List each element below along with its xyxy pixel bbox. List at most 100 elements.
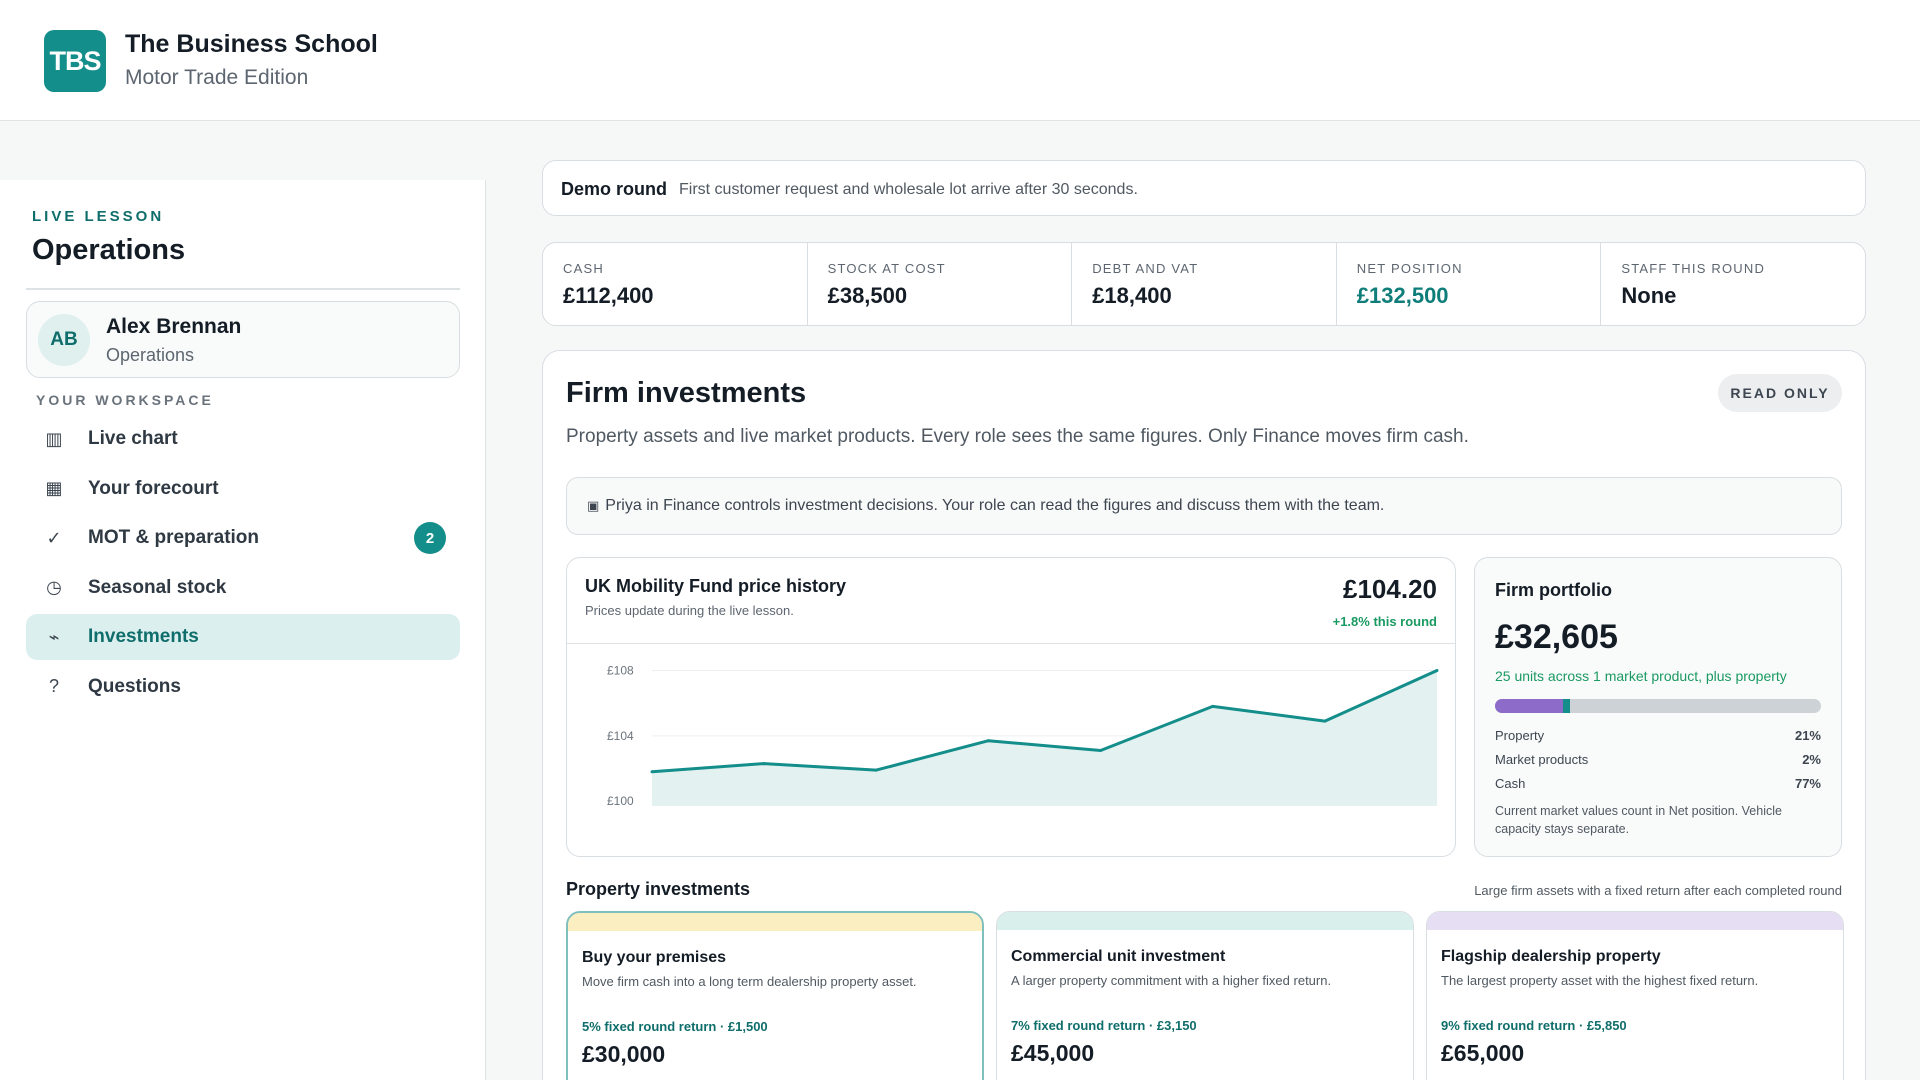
portfolio-subtitle: 25 units across 1 market product, plus p… bbox=[1495, 668, 1787, 684]
property-price: £30,000 bbox=[582, 1041, 666, 1067]
sidebar-item-label: Seasonal stock bbox=[88, 576, 227, 598]
sidebar-item-investments[interactable]: ⌁ Investments bbox=[26, 614, 460, 660]
firm-investments-panel: Firm investments READ ONLY Property asse… bbox=[542, 350, 1866, 1080]
property-card-commercial-unit-investment[interactable]: Commercial unit investment A larger prope… bbox=[996, 911, 1414, 1080]
data-point bbox=[1099, 749, 1103, 753]
allocation-label: Property bbox=[1495, 728, 1545, 743]
price-history-chart-card: UK Mobility Fund price history Prices up… bbox=[566, 557, 1456, 857]
data-point bbox=[1323, 719, 1327, 723]
allocation-row-property: Property 21% bbox=[1495, 728, 1821, 743]
user-name: Alex Brennan bbox=[106, 315, 242, 338]
stat-label: DEBT AND VAT bbox=[1092, 261, 1199, 276]
section-title: Operations bbox=[32, 234, 186, 266]
series-area bbox=[652, 670, 1437, 806]
live-lesson-label: LIVE LESSON bbox=[32, 208, 165, 225]
firm-portfolio-card: Firm portfolio £32,605 25 units across 1… bbox=[1474, 557, 1842, 857]
trend-icon: ⌁ bbox=[48, 626, 60, 647]
sidebar-item-mot-preparation[interactable]: ✓ MOT & preparation 2 bbox=[26, 515, 460, 561]
allocation-label: Market products bbox=[1495, 752, 1589, 767]
property-name: Commercial unit investment bbox=[1011, 948, 1226, 965]
stat-debt-and-vat: DEBT AND VAT £18,400 bbox=[1072, 243, 1337, 325]
workspace-label: YOUR WORKSPACE bbox=[36, 392, 214, 408]
property-return: 9% fixed round return · £5,850 bbox=[1441, 1018, 1627, 1033]
property-card-flagship-dealership-property[interactable]: Flagship dealership property The largest … bbox=[1426, 911, 1844, 1080]
property-description: A larger property commitment with a high… bbox=[1011, 973, 1332, 988]
stat-stock-at-cost: STOCK AT COST £38,500 bbox=[808, 243, 1073, 325]
chart-title: UK Mobility Fund price history bbox=[585, 576, 847, 596]
sidebar-item-seasonal-stock[interactable]: ◷ Seasonal stock bbox=[26, 565, 460, 611]
stat-label: STAFF THIS ROUND bbox=[1621, 261, 1766, 276]
demo-round-text: First customer request and wholesale lot… bbox=[679, 181, 1138, 198]
allocation-segment-property bbox=[1495, 699, 1564, 713]
stat-value: £38,500 bbox=[827, 283, 908, 308]
grid-icon: ▦ bbox=[45, 478, 63, 498]
portfolio-value: £32,605 bbox=[1495, 618, 1618, 656]
sidebar-item-label: Your forecourt bbox=[88, 477, 219, 499]
sidebar-item-your-forecourt[interactable]: ▦ Your forecourt bbox=[26, 466, 460, 512]
demo-round-banner: Demo round First customer request and wh… bbox=[542, 160, 1866, 216]
data-point bbox=[1435, 669, 1439, 673]
divider bbox=[26, 288, 460, 290]
stat-label: CASH bbox=[563, 261, 604, 276]
current-price: £104.20 bbox=[1343, 574, 1437, 604]
check-icon: ✓ bbox=[46, 527, 62, 548]
sidebar-item-label: Questions bbox=[88, 675, 181, 697]
property-investments-note: Large firm assets with a fixed return af… bbox=[1474, 883, 1842, 898]
top-bar: TBS The Business School Motor Trade Edit… bbox=[0, 0, 1920, 121]
stats-bar: CASH £112,400 STOCK AT COST £38,500 DEBT AND… bbox=[542, 242, 1866, 326]
stat-value: £18,400 bbox=[1092, 283, 1172, 308]
sidebar-item-label: Investments bbox=[88, 626, 199, 647]
stat-staff-this-round: STAFF THIS ROUND None bbox=[1601, 243, 1865, 325]
panel-description: Property assets and live market products… bbox=[566, 426, 1469, 447]
clock-icon: ◷ bbox=[46, 577, 62, 597]
data-point bbox=[1211, 704, 1215, 708]
finance-notice: ▣ Priya in Finance controls investment d… bbox=[566, 477, 1842, 535]
property-description: The largest property asset with the high… bbox=[1441, 973, 1759, 988]
data-point bbox=[650, 770, 654, 774]
allocation-percent: 21% bbox=[1794, 728, 1821, 743]
property-card-buy-your-premises[interactable]: Buy your premises Move firm cash into a l… bbox=[566, 911, 984, 1080]
sidebar-nav: ▥ Live chart ▦ Your forecourt ✓ MOT & prepara… bbox=[26, 416, 460, 713]
sidebar: LIVE LESSON Operations AB Alex Brennan O… bbox=[0, 180, 486, 1080]
card-accent-strip bbox=[568, 913, 982, 931]
allocation-row-cash: Cash 77% bbox=[1495, 776, 1821, 791]
stat-value: £112,400 bbox=[563, 283, 654, 308]
card-accent-strip bbox=[1427, 912, 1843, 930]
demo-round-title: Demo round bbox=[561, 179, 667, 199]
brand-logo[interactable]: TBS bbox=[44, 30, 106, 92]
allocation-row-market-products: Market products 2% bbox=[1495, 752, 1821, 767]
stat-cash: CASH £112,400 bbox=[543, 243, 808, 325]
card-accent-strip bbox=[997, 912, 1413, 930]
y-tick-label: £108 bbox=[607, 664, 634, 678]
brand-title: The Business School bbox=[125, 30, 378, 58]
question-icon: ? bbox=[48, 676, 59, 696]
y-tick-label: £104 bbox=[607, 729, 634, 743]
portfolio-title: Firm portfolio bbox=[1495, 580, 1612, 600]
stat-value: None bbox=[1621, 283, 1677, 308]
user-role: Operations bbox=[106, 345, 195, 365]
read-only-badge: READ ONLY bbox=[1718, 374, 1842, 412]
allocation-percent: 2% bbox=[1802, 752, 1821, 767]
panel-title: Firm investments bbox=[566, 377, 807, 409]
allocation-segment-market-products bbox=[1563, 699, 1570, 713]
property-name: Buy your premises bbox=[582, 949, 727, 966]
user-card[interactable]: AB Alex Brennan Operations bbox=[26, 301, 460, 378]
property-return: 7% fixed round return · £3,150 bbox=[1011, 1018, 1197, 1033]
count-badge: 2 bbox=[414, 522, 446, 554]
info-icon: ▣ bbox=[587, 498, 600, 513]
price-history-chart: £108 £104 £100 bbox=[607, 664, 1439, 808]
portfolio-note: Current market values count in Net posit… bbox=[1495, 804, 1782, 836]
series-line bbox=[651, 669, 1438, 774]
finance-notice-text: Priya in Finance controls investment dec… bbox=[605, 497, 1385, 514]
bar-chart-icon: ▥ bbox=[45, 428, 63, 449]
sidebar-item-live-chart[interactable]: ▥ Live chart bbox=[26, 416, 460, 462]
stat-label: NET POSITION bbox=[1356, 261, 1463, 276]
sidebar-item-label: Live chart bbox=[88, 428, 178, 449]
brand-subtitle: Motor Trade Edition bbox=[125, 66, 309, 89]
data-point bbox=[874, 768, 878, 772]
y-tick-label: £100 bbox=[607, 794, 634, 808]
price-change: +1.8% this round bbox=[1332, 614, 1437, 629]
stat-label: STOCK AT COST bbox=[827, 261, 946, 276]
sidebar-item-questions[interactable]: ? Questions bbox=[26, 664, 460, 710]
sidebar-item-label: MOT & preparation bbox=[88, 527, 260, 548]
